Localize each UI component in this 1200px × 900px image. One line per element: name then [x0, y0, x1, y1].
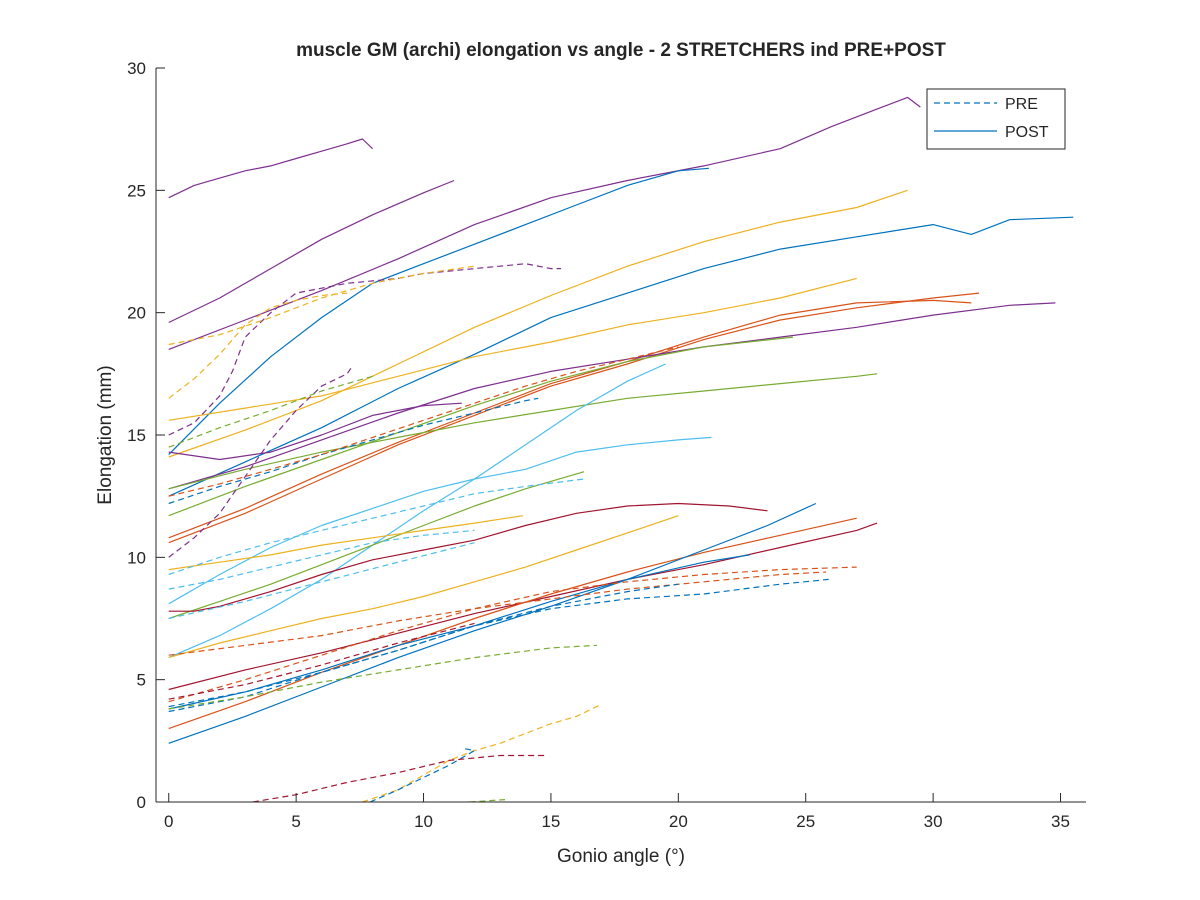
- post-series-line-22: [168, 402, 462, 461]
- post-series-line-10: [168, 336, 794, 517]
- post-series-line-0: [168, 138, 374, 199]
- pre-series-line-41: [252, 754, 546, 802]
- pre-series-line-28: [168, 397, 539, 505]
- x-axis-label: Gonio angle (°): [557, 846, 685, 867]
- post-series-line-1: [168, 179, 455, 324]
- post-series-line-21: [168, 554, 750, 710]
- y-tick-label: 0: [137, 793, 146, 812]
- legend-label-post: POST: [1005, 124, 1049, 141]
- pre-series-line-27: [168, 375, 373, 448]
- post-series-line-17: [168, 515, 679, 659]
- x-tick-label: 20: [669, 812, 688, 831]
- post-series-line-14: [168, 471, 585, 620]
- pre-series-line-25: [168, 292, 348, 399]
- y-tick-label: 15: [127, 426, 146, 445]
- x-tick-label: 0: [164, 812, 173, 831]
- y-tick-label: 20: [127, 304, 146, 323]
- post-series-line-13: [168, 436, 712, 605]
- pre-series-line-39: [362, 703, 603, 802]
- x-tick-label: 10: [414, 812, 433, 831]
- pre-series-line-32: [168, 542, 475, 620]
- pre-series-line-35: [168, 578, 829, 713]
- post-series-line-20: [168, 502, 817, 744]
- y-tick-label: 30: [127, 59, 146, 78]
- pre-series-line-30: [168, 478, 585, 576]
- post-series-line-11: [168, 373, 878, 490]
- pre-series-line-23: [168, 263, 562, 436]
- plot-area: [168, 96, 1074, 802]
- pre-series-line-37: [168, 644, 597, 710]
- legend-label-pre: PRE: [1005, 96, 1038, 113]
- post-series-line-9: [168, 302, 1056, 490]
- pre-series-line-38: [168, 622, 475, 700]
- post-series-line-3: [168, 167, 709, 456]
- post-series-line-12: [168, 363, 666, 659]
- y-tick-label: 5: [137, 671, 146, 690]
- x-tick-label: 25: [796, 812, 815, 831]
- legend: PRE POST: [926, 88, 1066, 150]
- y-tick-label: 10: [127, 548, 146, 567]
- pre-series-line-24: [168, 265, 475, 346]
- y-tick-label: 25: [127, 181, 146, 200]
- post-series-line-7: [168, 292, 980, 544]
- x-tick-label: 35: [1051, 812, 1070, 831]
- pre-series-line-36: [168, 583, 679, 708]
- chart-title: muscle GM (archi) elongation vs angle - …: [296, 40, 946, 61]
- legend-box: [926, 88, 1066, 150]
- post-series-line-8: [168, 299, 972, 539]
- post-series-line-19: [168, 517, 857, 730]
- post-series-line-2: [168, 96, 921, 350]
- post-series-line-5: [168, 216, 1074, 497]
- x-tick-label: 15: [541, 812, 560, 831]
- pre-series-line-33: [168, 566, 857, 703]
- pre-series-line-40: [369, 747, 476, 802]
- y-axis-label: Elongation (mm): [95, 365, 116, 504]
- axes: 0 5 10 15 20 25 30 35 0 5 10 15 20 25 30: [127, 59, 1086, 831]
- x-tick-label: 30: [924, 812, 943, 831]
- post-series-line-6: [168, 277, 857, 421]
- post-series-line-15: [168, 502, 768, 612]
- x-tick-label: 5: [291, 812, 300, 831]
- pre-series-line-26: [168, 366, 353, 558]
- pre-series-line-31: [168, 529, 475, 590]
- pre-series-line-29: [168, 346, 679, 497]
- post-series-line-18: [168, 522, 878, 691]
- pre-series-line-34: [168, 571, 827, 656]
- post-series-line-16: [168, 515, 523, 571]
